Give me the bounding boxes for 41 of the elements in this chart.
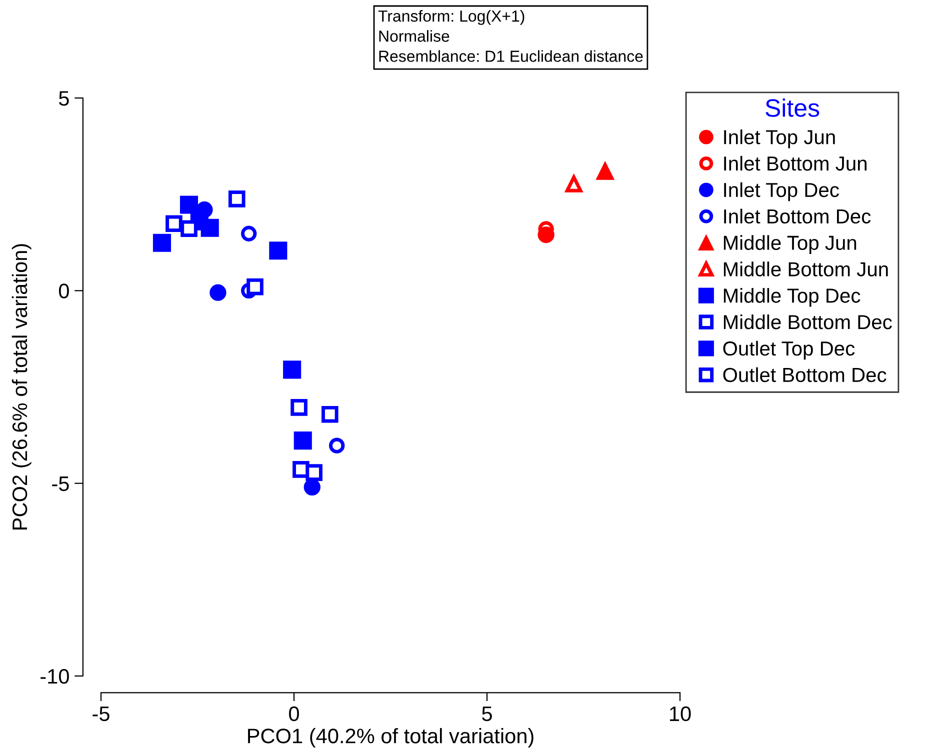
point [538, 226, 554, 244]
point [180, 196, 198, 214]
point [246, 278, 264, 296]
x-axis-title: PCO1 (40.2% of total variation) [248, 728, 534, 748]
point [210, 284, 226, 301]
point [200, 218, 219, 237]
legend-label: Inlet Top Jun [724, 129, 835, 148]
point [166, 215, 182, 232]
x-tick-label: 10 [670, 706, 691, 722]
point [180, 220, 198, 238]
point [329, 438, 345, 454]
point [283, 360, 302, 379]
x-tick-label: 0 [289, 706, 299, 722]
legend-label: Inlet Bottom Dec [724, 208, 871, 224]
legend-label: Inlet Bottom Jun [724, 156, 867, 171]
legend-label: Middle Top Dec [724, 288, 860, 307]
legend-title: Sites [766, 98, 820, 117]
point [596, 162, 614, 180]
point [321, 406, 338, 423]
point [294, 432, 312, 450]
legend-label: Inlet Top Dec [724, 182, 839, 202]
legend-label: Middle Bottom Jun [724, 262, 888, 276]
point [228, 190, 246, 208]
text: Transform: Log(X+1) Normalise Resemblance: D1 Euclidean distance [378, 10, 643, 62]
point [152, 234, 172, 252]
x-tick-label: -5 [92, 706, 110, 722]
x-tick-label: 5 [482, 706, 492, 722]
legend-label: Middle Bottom Dec [724, 314, 892, 330]
y-tick-label: 5 [59, 91, 69, 106]
point [269, 242, 288, 260]
y-tick-label: -5 [52, 476, 69, 492]
point [306, 464, 322, 481]
legend-label: Middle Top Jun [724, 235, 856, 254]
legend-label: Outlet Top Dec [723, 340, 855, 360]
point [240, 226, 257, 242]
point [290, 399, 308, 416]
y-tick-label: -10 [40, 669, 69, 684]
y-tick-label: 0 [58, 284, 69, 298]
legend-label: Outlet Bottom Dec [723, 367, 886, 382]
point [196, 201, 213, 218]
y-axis-title: PCO2 (26.6% of total variation) [12, 244, 32, 530]
